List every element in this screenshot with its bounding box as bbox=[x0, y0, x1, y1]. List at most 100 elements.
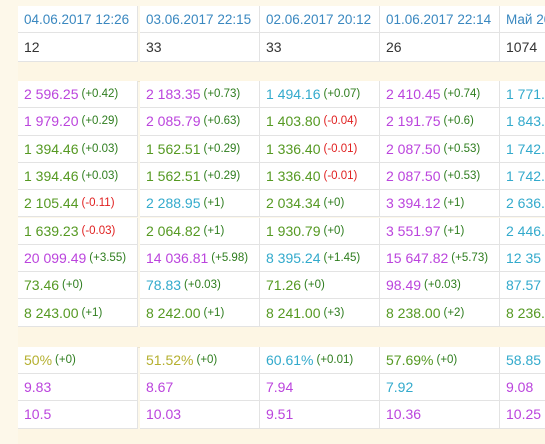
delta: (+0) bbox=[323, 224, 345, 237]
delta: (-0.04) bbox=[323, 115, 358, 128]
delta: (+0.63) bbox=[203, 115, 241, 128]
value-cell: 1 742. bbox=[500, 162, 545, 191]
value: 2 087.50 bbox=[386, 168, 441, 185]
value: 2 636. bbox=[506, 195, 545, 212]
value-cell: 9.83 bbox=[18, 374, 138, 402]
delta: (+0.6) bbox=[443, 115, 474, 128]
value-cell: 1 562.51 (+0.29) bbox=[140, 162, 260, 191]
value: 51.52% bbox=[146, 351, 194, 368]
delta: (+0.53) bbox=[443, 142, 481, 155]
value: 73.46 bbox=[24, 277, 60, 294]
value: 1 979.20 bbox=[24, 113, 79, 130]
value-cell: 1 639.23 (-0.03) bbox=[18, 217, 138, 245]
delta: (+0.01) bbox=[316, 353, 354, 366]
delta: (-0.01) bbox=[323, 142, 358, 155]
delta: (+0.03) bbox=[184, 279, 221, 292]
delta: (+1) bbox=[81, 306, 103, 319]
value-cell: 2 064.82 (+1) bbox=[140, 217, 260, 245]
delta: (+0.53) bbox=[443, 170, 481, 183]
count: 1074 bbox=[506, 39, 538, 55]
header-cell: 02.06.2017 20:12 bbox=[260, 6, 380, 33]
header-cell: Май 20 bbox=[500, 6, 545, 33]
value: 8 243.00 bbox=[24, 304, 79, 321]
date: 02.06.2017 20:12 bbox=[266, 11, 372, 27]
value: 2 410.45 bbox=[386, 86, 441, 103]
delta: (+3) bbox=[323, 306, 345, 319]
value: 60.61% bbox=[266, 351, 314, 368]
value-cell: 1 394.46 (+0.03) bbox=[18, 135, 138, 163]
value: 10.25 bbox=[506, 406, 542, 423]
delta: (+0) bbox=[55, 353, 76, 366]
value-cell: 2 105.44 (-0.11) bbox=[18, 190, 138, 218]
value: 1 843. bbox=[506, 113, 545, 130]
value: 1 394.46 bbox=[24, 168, 79, 185]
value-cell: 3 394.12 (+1) bbox=[380, 190, 500, 218]
value-cell: 8 238.00 (+2) bbox=[380, 299, 500, 327]
delta: (+0) bbox=[62, 279, 83, 292]
value: 12 35 bbox=[506, 249, 542, 266]
value-cell: 98.49 (+0.03) bbox=[380, 272, 500, 300]
value: 58.85 bbox=[506, 351, 542, 368]
value-cell: 8 395.24 (+1.45) bbox=[260, 244, 380, 273]
value: 98.49 bbox=[386, 277, 422, 294]
value-cell: 7.94 bbox=[260, 374, 380, 402]
value-cell: 1 930.79 (+0) bbox=[260, 217, 380, 245]
value: 9.83 bbox=[24, 379, 52, 396]
date: 03.06.2017 22:15 bbox=[146, 11, 252, 27]
value-cell: 57.69% (+0) bbox=[380, 346, 500, 374]
count-cell: 33 bbox=[260, 33, 380, 62]
value: 50% bbox=[24, 351, 53, 368]
value-cell: 73.46 (+0) bbox=[18, 272, 138, 300]
value: 2 064.82 bbox=[146, 222, 201, 239]
delta: (+0.29) bbox=[203, 170, 241, 183]
value-cell: 1 843. bbox=[500, 108, 545, 136]
value-cell: 8 241.00 (+3) bbox=[260, 299, 380, 327]
value-cell: 8 243.00 (+1) bbox=[18, 299, 138, 327]
value-cell: 15 647.82 (+5.73) bbox=[380, 244, 500, 273]
value: 3 551.97 bbox=[386, 222, 441, 239]
value-cell: 2 596.25 (+0.42) bbox=[18, 81, 138, 109]
value-cell: 58.85 bbox=[500, 346, 545, 374]
delta: (+0.29) bbox=[81, 115, 119, 128]
value-cell: 2 085.79 (+0.63) bbox=[140, 108, 260, 136]
date: 04.06.2017 12:26 bbox=[24, 11, 130, 27]
separator bbox=[18, 428, 545, 444]
count-cell: 12 bbox=[18, 33, 138, 62]
date: 01.06.2017 22:14 bbox=[386, 11, 492, 27]
value: 1 742. bbox=[506, 140, 545, 157]
count-cell: 33 bbox=[140, 33, 260, 62]
value: 2 034.34 bbox=[266, 195, 321, 212]
value: 2 087.50 bbox=[386, 140, 441, 157]
value-cell: 3 551.97 (+1) bbox=[380, 217, 500, 245]
delta: (-0.01) bbox=[323, 170, 358, 183]
delta: (+5.98) bbox=[211, 251, 249, 264]
value: 1 403.80 bbox=[266, 113, 321, 130]
value: 10.03 bbox=[146, 406, 182, 423]
value: 8.67 bbox=[146, 379, 174, 396]
delta: (+0.07) bbox=[323, 88, 361, 101]
delta: (+0.74) bbox=[443, 88, 481, 101]
value: 1 336.40 bbox=[266, 140, 321, 157]
delta: (+0.73) bbox=[203, 88, 241, 101]
date: Май 20 bbox=[506, 11, 545, 27]
value: 2 085.79 bbox=[146, 113, 201, 130]
delta: (+1) bbox=[203, 306, 225, 319]
value: 8 395.24 bbox=[266, 249, 321, 266]
value: 1 771. bbox=[506, 86, 545, 103]
value-cell: 1 771. bbox=[500, 81, 545, 109]
value: 57.69% bbox=[386, 351, 434, 368]
value: 7.94 bbox=[266, 379, 294, 396]
value: 14 036.81 bbox=[146, 249, 209, 266]
value-cell: 51.52% (+0) bbox=[140, 346, 260, 374]
value: 1 494.16 bbox=[266, 86, 321, 103]
value-cell: 2 446. bbox=[500, 217, 545, 245]
value: 1 562.51 bbox=[146, 140, 201, 157]
delta: (+5.73) bbox=[451, 251, 489, 264]
header-cell: 01.06.2017 22:14 bbox=[380, 6, 500, 33]
delta: (+0.03) bbox=[81, 170, 119, 183]
value-cell: 10.03 bbox=[140, 401, 260, 429]
value: 71.26 bbox=[266, 277, 302, 294]
value-cell: 8 236. bbox=[500, 299, 545, 327]
delta: (-0.11) bbox=[81, 197, 115, 210]
